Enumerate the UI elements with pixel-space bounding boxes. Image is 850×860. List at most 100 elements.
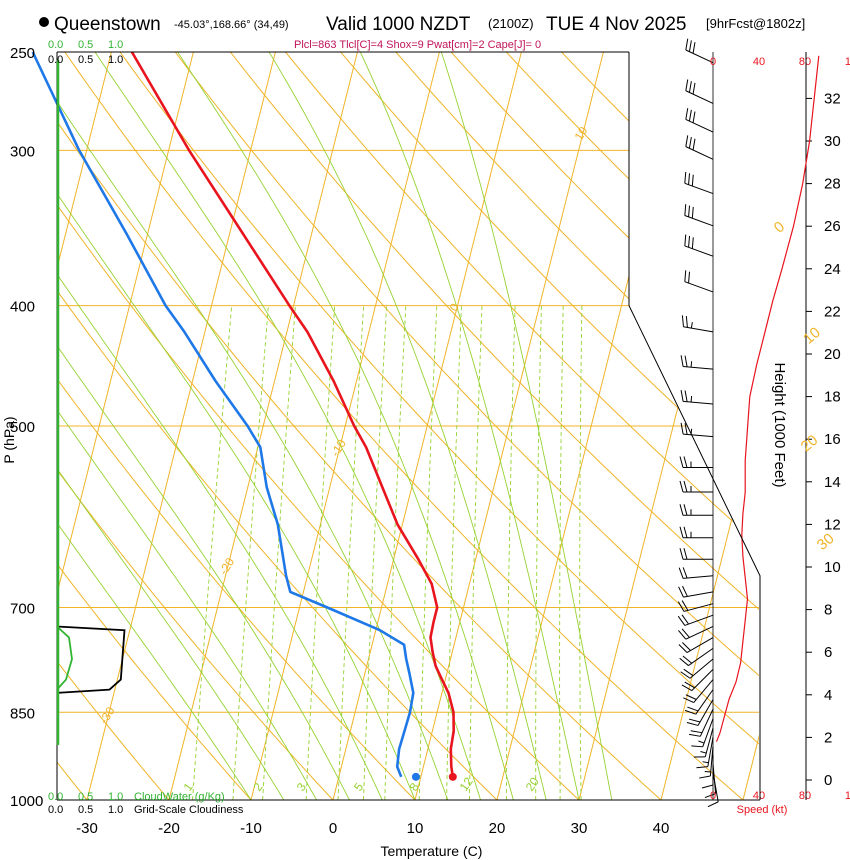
speed-label: Speed (kt) xyxy=(737,804,788,816)
wind-barb-flag xyxy=(684,423,688,435)
wind-barb xyxy=(679,480,713,493)
wind-barb-staff xyxy=(702,718,714,747)
speed-tick-bottom-2: 80 xyxy=(799,790,811,802)
wind-barb-staff xyxy=(699,708,714,737)
y-axis-label: P (hPa) xyxy=(1,416,17,463)
wind-barb-flag xyxy=(678,567,684,579)
wind-barb-flag xyxy=(684,204,687,216)
wind-barb xyxy=(679,504,713,516)
wind-barb-flag xyxy=(699,775,711,779)
temperature-label-20: 20 xyxy=(489,820,506,837)
wind-barb-flag xyxy=(691,206,694,219)
wind-barb xyxy=(696,737,714,769)
moist-adiabat-26 xyxy=(268,52,547,800)
mixing-ratio-label-20: 20 xyxy=(523,774,542,793)
wind-barb-staff xyxy=(683,575,714,579)
wind-barb-flag xyxy=(679,504,684,516)
wind-barb-staff xyxy=(691,669,714,691)
dry-adiabat-50 xyxy=(64,52,744,800)
cloudwater-tick-bottom-1: 0.5 xyxy=(78,791,93,803)
isotherm--40 xyxy=(57,52,194,800)
temperature-label-10: 10 xyxy=(407,820,424,837)
wind-barb-staff xyxy=(704,727,714,758)
wind-barb-staff xyxy=(683,366,714,370)
wind-barb-flag xyxy=(680,671,691,679)
wind-barb-half-flag xyxy=(698,740,705,744)
wind-barb-flag xyxy=(681,315,684,327)
wind-barb-flag xyxy=(692,42,696,54)
pressure-label-850: 850 xyxy=(10,705,35,722)
dry-adiabat-60 xyxy=(119,52,759,800)
cloud-water-profile xyxy=(56,625,73,691)
series-layer xyxy=(31,51,457,781)
height-label-16: 16 xyxy=(824,431,841,448)
height-label-26: 26 xyxy=(824,218,841,235)
wind-barb-flag xyxy=(707,801,719,808)
wind-barb-flag xyxy=(685,135,689,147)
height-label-6: 6 xyxy=(824,644,832,661)
moist-adiabat--2 xyxy=(57,52,317,800)
theta-label-20: 20 xyxy=(798,432,822,456)
cloudwater-tick-bottom-2: 1.0 xyxy=(108,791,123,803)
mixing-ratio-1.5 xyxy=(232,305,269,800)
wind-barb xyxy=(677,614,714,626)
wind-barb xyxy=(686,699,714,726)
cloudwater-tick-top-1: 0.5 xyxy=(78,39,93,51)
wind-barb xyxy=(691,718,714,748)
wind-barb-half-flag xyxy=(704,771,711,773)
moist-adiabat-10 xyxy=(57,52,416,800)
temperature-label--10: -10 xyxy=(240,820,262,837)
isotherm--20 xyxy=(168,52,358,800)
wind-barb-staff xyxy=(697,699,714,726)
cloud-panel xyxy=(56,625,126,694)
wind-barb-staff xyxy=(683,326,714,333)
dry-adiabat-110 xyxy=(395,52,759,800)
wind-barb-flag xyxy=(684,171,687,184)
height-label-8: 8 xyxy=(824,602,832,619)
cloudwater-tick-top-2: 1.0 xyxy=(108,39,123,51)
cloudiness-profile xyxy=(56,625,126,694)
wind-barb-staff xyxy=(684,182,714,195)
dry-adiabat-70 xyxy=(174,52,759,800)
wind-barb-half-flag xyxy=(690,396,693,403)
wind-barb-staff xyxy=(689,658,714,679)
wind-barb-flag xyxy=(684,234,687,246)
wind-barb-flag xyxy=(685,316,688,328)
surface-temperature-marker xyxy=(448,772,457,781)
x-axis-label: Temperature (C) xyxy=(380,843,482,859)
wind-barb xyxy=(680,390,714,405)
moist-adiabat-22 xyxy=(177,52,514,800)
wind-barb-flag xyxy=(686,722,699,726)
height-label-24: 24 xyxy=(824,261,841,278)
wind-barb-flag xyxy=(690,730,703,734)
dry-adiabat--10 xyxy=(57,52,252,800)
wind-barb-flag xyxy=(678,644,688,653)
cloudiness-label: Grid-Scale Cloudiness xyxy=(134,804,244,816)
dry-adiabat-40 xyxy=(57,52,662,800)
valid-date: TUE 4 Nov 2025 xyxy=(546,14,686,35)
wind-barb-staff xyxy=(685,626,714,640)
cloudiness-tick-bottom-0: 0.0 xyxy=(48,804,63,816)
surface-dewpoint-marker xyxy=(411,772,420,781)
wind-barb-flag xyxy=(681,684,693,692)
moist-adiabat-34 xyxy=(440,52,613,800)
wind-barb-flag xyxy=(678,630,687,640)
wind-barb xyxy=(683,679,714,704)
wind-barb-staff xyxy=(693,679,714,703)
wind-barb-flag xyxy=(685,79,689,91)
theta-label-10: 10 xyxy=(800,324,824,348)
dry-adiabat-10 xyxy=(57,52,416,800)
cloudiness-tick-bottom-1: 0.5 xyxy=(78,804,93,816)
height-label-10: 10 xyxy=(824,559,841,576)
mixing-ratio-1 xyxy=(192,305,233,800)
pressure-label-250: 250 xyxy=(10,45,35,62)
wind-barb-staff xyxy=(683,591,714,598)
theta-label-0: 0 xyxy=(771,218,788,236)
mixing-ratio-5 xyxy=(363,305,388,800)
temperature-label-30: 30 xyxy=(571,820,588,837)
wind-barb-flag xyxy=(679,548,684,560)
wind-barb-flag xyxy=(701,784,714,789)
isotherm-40 xyxy=(660,52,759,800)
cloudiness-tick-bottom-2: 1.0 xyxy=(108,804,123,816)
wind-barb-flag xyxy=(685,694,697,700)
